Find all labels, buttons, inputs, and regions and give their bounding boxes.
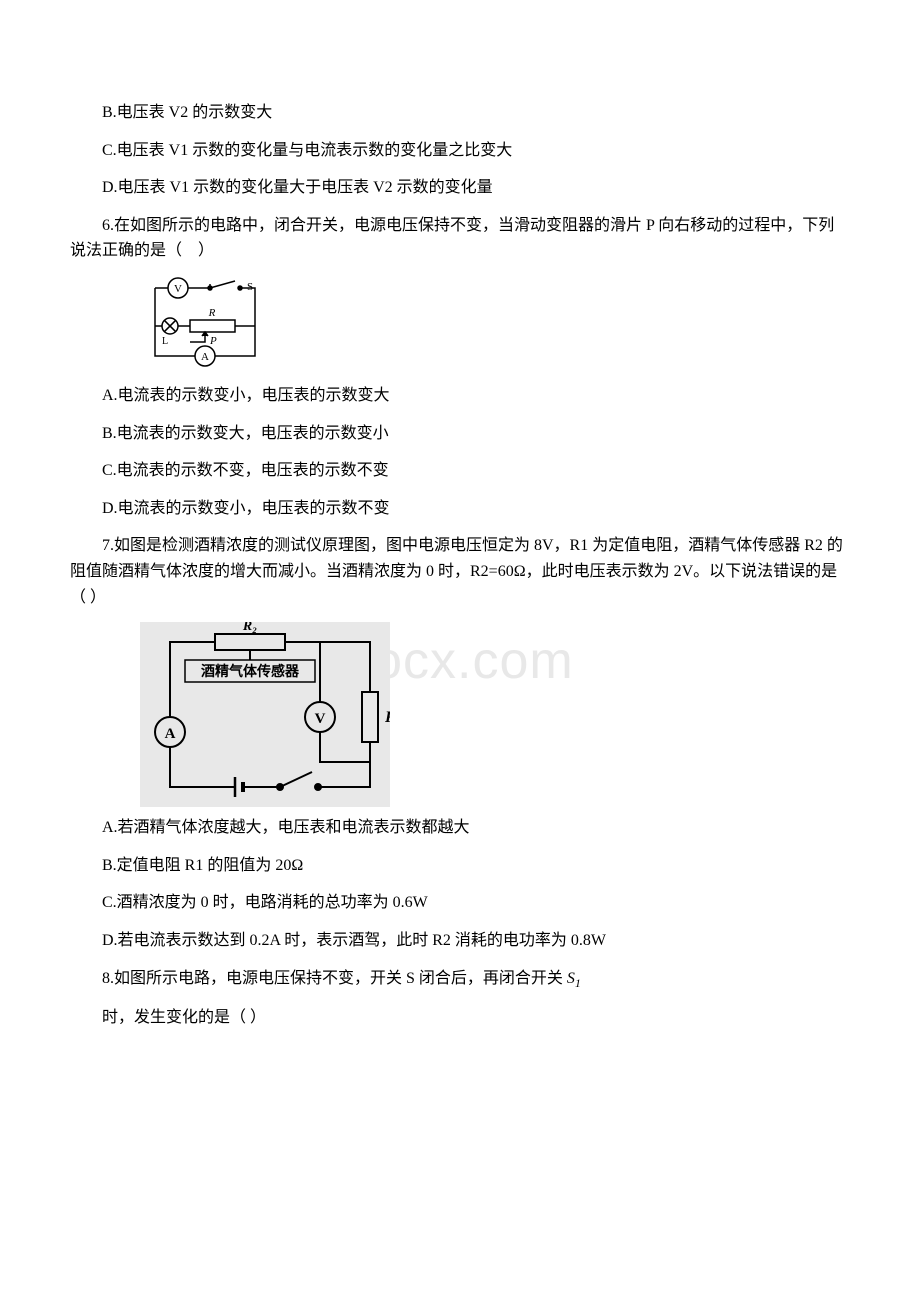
svg-text:A: A <box>201 351 209 363</box>
svg-text:V: V <box>174 283 182 295</box>
q7-option-d: D.若电流表示数达到 0.2A 时，表示酒驾，此时 R2 消耗的电功率为 0.8… <box>70 928 850 954</box>
q6-option-b: B.电流表的示数变大，电压表的示数变小 <box>70 421 850 447</box>
q6-option-c: C.电流表的示数不变，电压表的示数不变 <box>70 458 850 484</box>
svg-text:R₂: R₂ <box>242 622 257 634</box>
question-6: 6.在如图所示的电路中，闭合开关，电源电压保持不变，当滑动变阻器的滑片 P 向右… <box>70 213 850 264</box>
q6-option-a: A.电流表的示数变小，电压表的示数变大 <box>70 383 850 409</box>
option-b: B.电压表 V2 的示数变大 <box>70 100 850 126</box>
document-content: B.电压表 V2 的示数变大 C.电压表 V1 示数的变化量与电流表示数的变化量… <box>70 100 850 1030</box>
q7-option-a: A.若酒精气体浓度越大，电压表和电流表示数都越大 <box>70 815 850 841</box>
option-c: C.电压表 V1 示数的变化量与电流表示数的变化量之比变大 <box>70 138 850 164</box>
question-8-line2: 时，发生变化的是（ ） <box>70 1005 850 1031</box>
svg-text:R: R <box>208 307 216 319</box>
circuit-diagram-q7: R₂ 酒精气体传感器 A V R <box>140 622 390 807</box>
svg-text:酒精气体传感器: 酒精气体传感器 <box>201 663 300 679</box>
q8-formula: S1 <box>567 970 581 987</box>
option-d: D.电压表 V1 示数的变化量大于电压表 V2 示数的变化量 <box>70 175 850 201</box>
svg-text:V: V <box>315 711 326 727</box>
svg-text:A: A <box>165 726 176 742</box>
q6-option-d: D.电流表的示数变小，电压表的示数不变 <box>70 496 850 522</box>
svg-text:P: P <box>209 335 217 347</box>
question-8-line1: 8.如图所示电路，电源电压保持不变，开关 S 闭合后，再闭合开关 S1 <box>70 966 850 993</box>
circuit-diagram-q6: V S L R P A <box>140 276 270 371</box>
q7-option-c: C.酒精浓度为 0 时，电路消耗的总功率为 0.6W <box>70 890 850 916</box>
q7-option-b: B.定值电阻 R1 的阻值为 20Ω <box>70 853 850 879</box>
svg-text:S: S <box>247 281 253 293</box>
svg-text:L: L <box>162 336 168 347</box>
question-7: 7.如图是检测酒精浓度的测试仪原理图，图中电源电压恒定为 8V，R1 为定值电阻… <box>70 533 850 610</box>
svg-text:R: R <box>384 709 390 726</box>
q8-text-1: 8.如图所示电路，电源电压保持不变，开关 S 闭合后，再闭合开关 <box>102 970 567 987</box>
